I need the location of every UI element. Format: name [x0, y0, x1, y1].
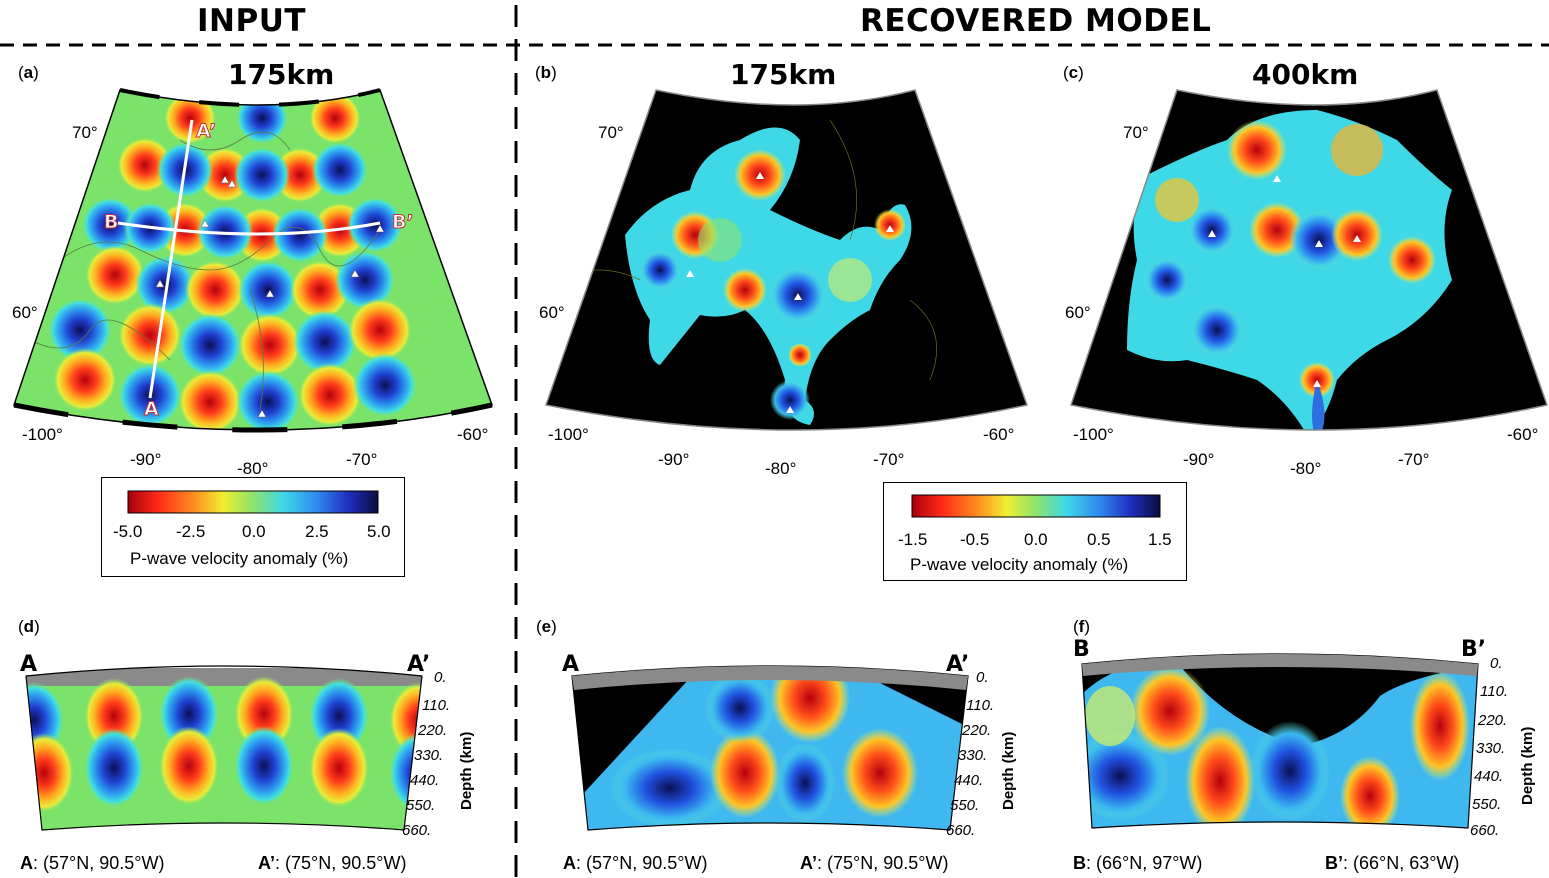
section-f-end-coord: B’: (66°N, 63°W) — [1325, 853, 1460, 873]
cb-input-tick: 2.5 — [305, 522, 329, 541]
profile-line-aa — [148, 119, 194, 399]
lat-label-60: 60° — [12, 303, 38, 322]
panel-label-c: (c) — [1063, 63, 1084, 82]
colorbar-input — [127, 490, 379, 514]
cb-input-tick: 5.0 — [367, 522, 391, 541]
cb-input-tick: 0.0 — [242, 522, 266, 541]
depth-tick: 660. — [946, 822, 976, 839]
cb-input-tick: -2.5 — [176, 522, 206, 541]
section-d-start-coord: A: (57°N, 90.5°W) — [20, 853, 165, 873]
colorbar-recovered — [911, 494, 1161, 518]
panel-label-e: (e) — [536, 617, 557, 636]
header-recovered-model: RECOVERED MODEL — [860, 3, 1212, 39]
depth-tick: 220. — [418, 722, 448, 739]
colorbar-input-box — [101, 477, 405, 577]
lon-label-100: -100° — [22, 425, 63, 444]
depth-axis-label: Depth (km) — [458, 731, 475, 810]
depth-tick: 550. — [950, 797, 980, 814]
cb-recovered-tick: -0.5 — [960, 530, 990, 549]
panel-label-b: (b) — [535, 63, 557, 82]
section-e-end: A’ — [946, 652, 970, 677]
section-e — [571, 665, 969, 831]
profile-label-b-end: B’ — [392, 211, 415, 234]
colorbar-recovered-box — [883, 482, 1187, 581]
section-d-end: A’ — [407, 652, 431, 677]
depth-tick: 110. — [422, 697, 451, 714]
profile-label-b-start: B — [103, 211, 119, 234]
lon-label-80: -80° — [765, 459, 797, 478]
depth-tick: 0. — [434, 669, 447, 686]
lon-label-100: -100° — [548, 425, 589, 444]
depth-tick: 660. — [402, 822, 432, 839]
depth-tick: 0. — [976, 669, 989, 686]
lat-label-70: 70° — [598, 123, 624, 142]
cb-recovered-tick: 0.5 — [1087, 530, 1111, 549]
lon-label-80: -80° — [237, 459, 269, 478]
lon-label-70: -70° — [1398, 450, 1430, 469]
lat-label-60: 60° — [1065, 303, 1091, 322]
depth-axis-label: Depth (km) — [1519, 726, 1536, 805]
cb-recovered-tick: -1.5 — [898, 530, 928, 549]
depth-tick: 220. — [1478, 712, 1508, 729]
lon-label-60: -60° — [983, 425, 1015, 444]
lon-label-90: -90° — [130, 450, 162, 469]
depth-tick: 330. — [958, 747, 988, 764]
depth-tick: 0. — [1490, 655, 1503, 672]
depth-axis-label: Depth (km) — [1000, 731, 1017, 810]
depth-tick: 660. — [1470, 822, 1500, 839]
depth-tick: 110. — [1480, 683, 1509, 700]
lon-label-80: -80° — [1290, 459, 1322, 478]
input-map — [13, 88, 493, 433]
depth-tick: 440. — [1474, 768, 1504, 785]
section-e-start-coord: A: (57°N, 90.5°W) — [563, 853, 708, 873]
panel-label-d: (d) — [18, 617, 40, 636]
section-f-end: B’ — [1461, 637, 1487, 662]
panel-title-c: 400km — [1252, 58, 1359, 91]
header-input: INPUT — [197, 3, 307, 39]
recovered-map-400 — [1070, 89, 1548, 431]
panel-title-b: 175km — [730, 58, 837, 91]
cb-recovered-tick: 0.0 — [1024, 530, 1048, 549]
depth-tick: 550. — [1472, 796, 1502, 813]
lon-label-70: -70° — [873, 450, 905, 469]
depth-tick: 330. — [414, 747, 444, 764]
cb-recovered-tick: 1.5 — [1148, 530, 1172, 549]
depth-tick: 110. — [966, 697, 995, 714]
depth-tick: 220. — [962, 722, 992, 739]
section-d-start: A — [20, 652, 38, 677]
cb-input-title: P-wave velocity anomaly (%) — [130, 549, 349, 568]
lon-label-90: -90° — [658, 450, 690, 469]
section-d-end-coord: A’: (75°N, 90.5°W) — [258, 853, 407, 873]
cb-input-tick: -5.0 — [113, 522, 143, 541]
section-f — [1081, 653, 1479, 829]
lon-label-70: -70° — [346, 450, 378, 469]
lat-label-70: 70° — [72, 123, 98, 142]
lon-label-100: -100° — [1073, 425, 1114, 444]
lon-label-60: -60° — [457, 425, 489, 444]
recovered-map-175 — [545, 89, 1028, 431]
profile-label-a-end: A’ — [195, 120, 217, 143]
section-f-start: B — [1073, 637, 1090, 662]
section-e-end-coord: A’: (75°N, 90.5°W) — [800, 853, 949, 873]
section-f-start-coord: B: (66°N, 97°W) — [1073, 853, 1203, 873]
profile-line-bb — [117, 221, 381, 236]
section-e-start: A — [562, 652, 580, 677]
lon-label-90: -90° — [1183, 450, 1215, 469]
lon-label-60: -60° — [1507, 425, 1539, 444]
panel-label-a: (a) — [18, 63, 39, 82]
depth-tick: 330. — [1476, 740, 1506, 757]
section-d — [25, 665, 423, 831]
depth-tick: 440. — [410, 772, 440, 789]
depth-tick: 440. — [954, 772, 984, 789]
profile-label-a-start: A — [144, 398, 160, 421]
cb-recovered-title: P-wave velocity anomaly (%) — [910, 555, 1129, 574]
depth-tick: 550. — [406, 797, 436, 814]
lat-label-70: 70° — [1123, 123, 1149, 142]
panel-label-f: (f) — [1073, 617, 1091, 636]
panel-title-a: 175km — [228, 58, 335, 91]
lat-label-60: 60° — [539, 303, 565, 322]
